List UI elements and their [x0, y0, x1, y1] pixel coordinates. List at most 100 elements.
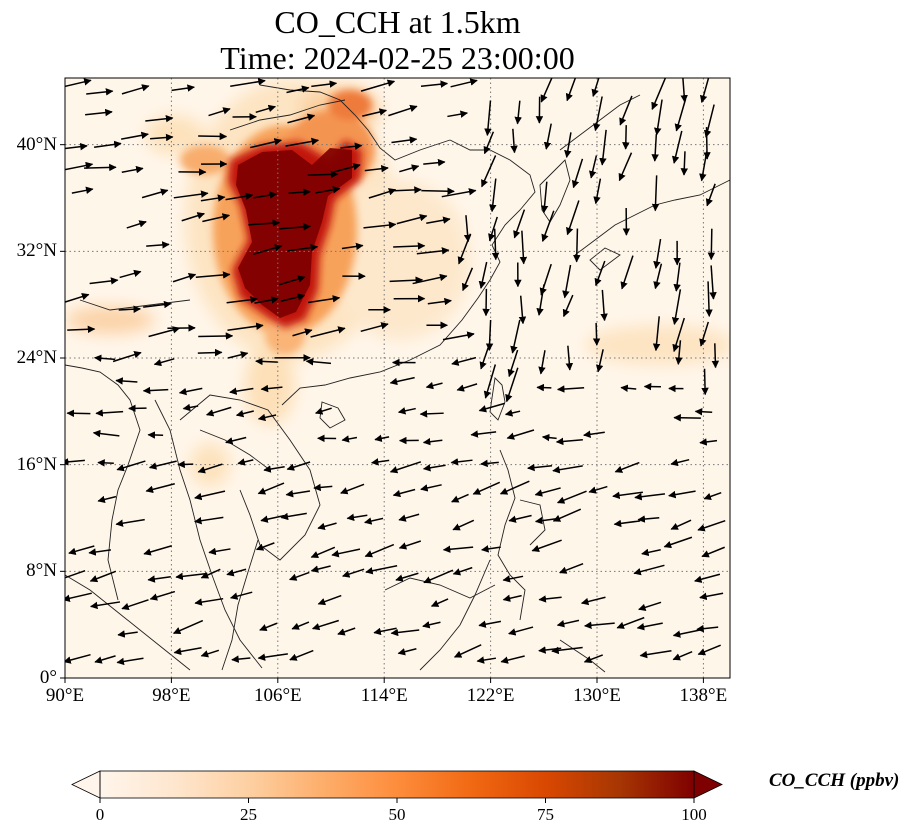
wind-arrow — [237, 458, 254, 466]
wind-arrow — [112, 351, 142, 363]
wind-arrow — [317, 522, 337, 531]
wind-arrow — [143, 300, 172, 309]
wind-arrow — [65, 78, 92, 88]
wind-arrow — [674, 98, 687, 132]
wind-arrow — [540, 181, 549, 214]
lat-tick-label: 40°N — [16, 133, 57, 155]
wind-arrow — [285, 137, 320, 147]
wind-arrow — [317, 594, 342, 606]
wind-arrow — [67, 325, 96, 334]
wind-arrow — [227, 322, 264, 331]
wind-arrow — [341, 242, 364, 251]
wind-arrow — [591, 78, 600, 97]
wind-arrow — [701, 368, 709, 396]
wind-arrow — [419, 410, 444, 418]
wind-arrow — [390, 628, 420, 637]
wind-arrow — [364, 164, 389, 173]
wind-arrow — [146, 241, 170, 249]
wind-arrow — [231, 655, 251, 663]
wind-arrow — [311, 619, 339, 631]
wind-arrow — [534, 487, 561, 497]
wind-arrow — [314, 407, 332, 415]
wind-arrow — [426, 216, 451, 224]
wind-arrow — [452, 519, 475, 531]
wind-arrow — [340, 483, 365, 495]
wind-arrow — [536, 383, 552, 392]
wind-arrow — [145, 114, 174, 123]
wind-arrow — [260, 384, 283, 393]
wind-arrow — [285, 489, 311, 498]
wind-arrow — [600, 289, 608, 322]
wind-arrow — [398, 513, 420, 522]
wind-arrow — [556, 490, 587, 504]
wind-arrow — [260, 514, 285, 523]
wind-arrow — [450, 78, 478, 88]
wind-arrow — [65, 458, 85, 466]
wind-arrow — [622, 125, 630, 150]
wind-arrow — [420, 80, 449, 88]
wind-arrow — [518, 295, 527, 325]
wind-arrow — [562, 294, 574, 318]
wind-arrow — [638, 601, 662, 611]
wind-arrow — [89, 570, 117, 583]
wind-arrow — [668, 490, 696, 499]
wind-arrow — [288, 188, 311, 196]
colorbar-tick-label: 50 — [388, 805, 406, 824]
wind-arrow — [694, 407, 713, 416]
colorbar-tick-label: 100 — [681, 805, 707, 824]
wind-arrow — [118, 305, 142, 313]
wind-arrow — [641, 548, 661, 557]
wind-arrow — [195, 271, 231, 279]
wind-arrow — [423, 569, 454, 584]
wind-arrow — [394, 186, 422, 194]
lon-tick-label: 90°E — [45, 685, 85, 706]
wind-arrow — [491, 228, 500, 261]
wind-arrow — [527, 463, 553, 472]
wind-arrow — [619, 95, 633, 126]
wind-arrow — [562, 264, 572, 299]
wind-arrow — [94, 655, 116, 664]
wind-arrow — [566, 200, 580, 236]
wind-arrow — [505, 367, 519, 403]
wind-arrow — [670, 458, 690, 467]
wind-arrow — [450, 458, 473, 466]
wind-arrow — [453, 644, 482, 658]
wind-arrow — [398, 540, 422, 550]
wind-arrow — [253, 191, 278, 199]
wind-arrow — [508, 626, 534, 636]
wind-arrow — [514, 100, 522, 125]
wind-arrow — [427, 297, 452, 306]
wind-arrow — [257, 413, 277, 422]
wind-arrow — [362, 108, 388, 117]
wind-arrow — [92, 429, 120, 438]
wind-arrow — [502, 575, 524, 583]
wind-arrow — [254, 296, 279, 304]
wind-arrow — [286, 461, 311, 471]
wind-arrow — [556, 619, 580, 628]
wind-arrow — [89, 277, 119, 285]
colorbar-label: CO_CCH (ppbv) — [769, 770, 900, 791]
wind-arrow — [653, 99, 663, 136]
wind-arrow — [143, 545, 173, 556]
wind-arrow — [583, 430, 605, 438]
wind-arrow — [331, 548, 361, 558]
wind-arrow — [588, 155, 598, 179]
wind-arrow — [580, 596, 606, 606]
wind-arrow — [461, 267, 474, 292]
wind-arrow — [705, 281, 713, 317]
wind-arrow — [552, 465, 583, 474]
wind-arrow — [307, 170, 339, 179]
wind-arrow — [181, 212, 205, 222]
wind-arrow — [65, 161, 94, 171]
wind-arrow — [422, 621, 441, 629]
lat-tick-label: 8°N — [26, 560, 57, 582]
wind-arrow — [480, 459, 499, 468]
wind-arrow — [278, 275, 306, 286]
wind-arrow — [392, 488, 416, 498]
chart-subtitle-time: Time: 2024-02-25 23:00:00 — [220, 40, 575, 76]
wind-arrow — [488, 216, 498, 242]
wind-arrow — [388, 104, 418, 117]
wind-arrow — [253, 244, 283, 256]
wind-arrow — [673, 413, 701, 422]
wind-arrow — [671, 289, 682, 325]
